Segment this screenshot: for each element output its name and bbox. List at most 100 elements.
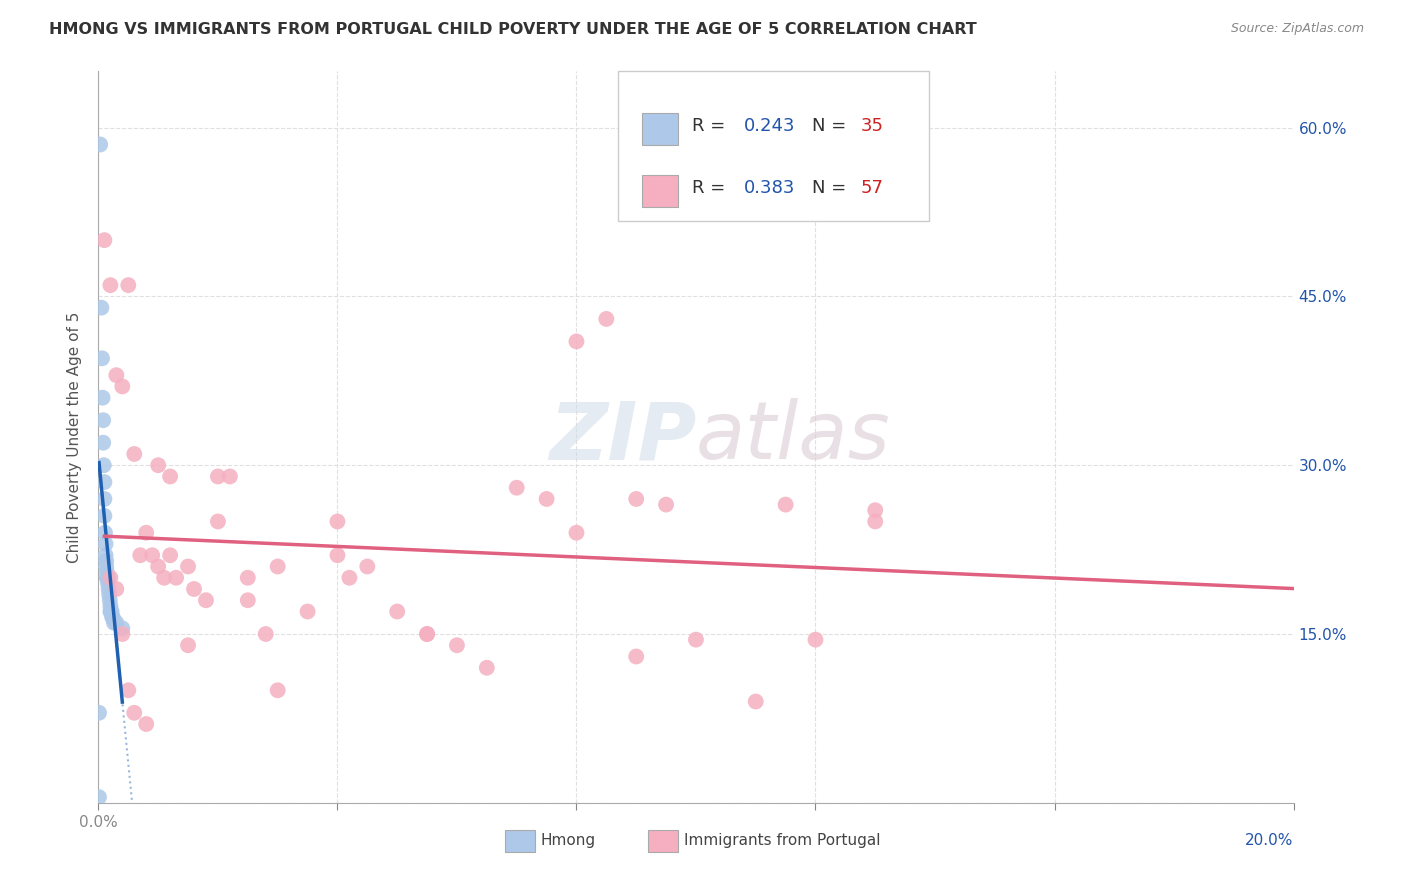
Point	[103, 615, 125, 630]
Point	[87, 706, 110, 720]
Point	[101, 610, 124, 624]
Point	[685, 632, 707, 647]
Text: R =: R =	[692, 117, 731, 136]
Point	[775, 498, 797, 512]
Point	[148, 458, 170, 473]
Y-axis label: Child Poverty Under the Age of 5: Child Poverty Under the Age of 5	[67, 311, 83, 563]
Point	[236, 593, 259, 607]
Point	[100, 605, 122, 619]
Point	[94, 525, 117, 540]
Point	[254, 627, 277, 641]
Point	[595, 312, 617, 326]
Point	[90, 301, 112, 315]
Text: Immigrants from Portugal: Immigrants from Portugal	[685, 833, 880, 848]
Point	[111, 379, 134, 393]
Point	[93, 458, 115, 473]
FancyBboxPatch shape	[643, 175, 678, 207]
Point	[207, 469, 229, 483]
Point	[87, 790, 110, 805]
Point	[96, 571, 118, 585]
Point	[153, 571, 176, 585]
Text: 0.383: 0.383	[744, 179, 796, 197]
Point	[93, 475, 115, 489]
FancyBboxPatch shape	[619, 71, 929, 221]
Point	[565, 334, 588, 349]
Point	[195, 593, 218, 607]
Text: Source: ZipAtlas.com: Source: ZipAtlas.com	[1230, 22, 1364, 36]
Point	[219, 469, 242, 483]
Text: N =: N =	[811, 179, 852, 197]
Point	[326, 515, 349, 529]
Point	[475, 661, 498, 675]
Point	[101, 610, 124, 624]
Point	[655, 498, 678, 512]
Point	[105, 615, 128, 630]
Point	[93, 508, 115, 523]
Point	[177, 638, 200, 652]
Point	[96, 554, 118, 568]
Point	[117, 683, 139, 698]
Point	[105, 368, 128, 383]
FancyBboxPatch shape	[643, 113, 678, 145]
Point	[98, 588, 121, 602]
FancyBboxPatch shape	[648, 830, 678, 852]
Text: atlas: atlas	[696, 398, 891, 476]
Point	[159, 469, 181, 483]
Text: N =: N =	[811, 117, 852, 136]
Text: 57: 57	[860, 179, 884, 197]
Point	[745, 694, 768, 708]
Point	[536, 491, 558, 506]
Point	[565, 525, 588, 540]
Point	[339, 571, 361, 585]
Point	[98, 593, 121, 607]
Point	[96, 559, 118, 574]
Point	[165, 571, 187, 585]
Point	[89, 137, 111, 152]
Point	[94, 537, 117, 551]
Point	[159, 548, 181, 562]
Text: 0.243: 0.243	[744, 117, 796, 136]
Text: 20.0%: 20.0%	[1246, 833, 1294, 848]
Point	[91, 351, 114, 366]
Point	[297, 605, 319, 619]
Point	[135, 525, 157, 540]
Point	[177, 559, 200, 574]
Point	[148, 559, 170, 574]
Point	[98, 571, 122, 585]
Point	[183, 582, 205, 596]
Point	[97, 582, 120, 596]
Text: HMONG VS IMMIGRANTS FROM PORTUGAL CHILD POVERTY UNDER THE AGE OF 5 CORRELATION C: HMONG VS IMMIGRANTS FROM PORTUGAL CHILD …	[49, 22, 977, 37]
Point	[124, 706, 146, 720]
Point	[111, 627, 134, 641]
Point	[98, 599, 122, 613]
FancyBboxPatch shape	[505, 830, 534, 852]
Point	[804, 632, 827, 647]
Point	[326, 548, 349, 562]
Point	[97, 571, 120, 585]
Point	[91, 435, 114, 450]
Point	[91, 391, 114, 405]
Point	[96, 571, 118, 585]
Point	[141, 548, 163, 562]
Point	[626, 649, 648, 664]
Point	[93, 233, 115, 247]
Point	[97, 576, 120, 591]
Point	[506, 481, 529, 495]
Text: 35: 35	[860, 117, 884, 136]
Point	[91, 413, 114, 427]
Point	[94, 548, 117, 562]
Point	[135, 717, 157, 731]
Point	[385, 605, 409, 619]
Point	[100, 605, 122, 619]
Point	[416, 627, 439, 641]
Point	[93, 491, 115, 506]
Point	[236, 571, 259, 585]
Point	[96, 571, 118, 585]
Point	[105, 582, 128, 596]
Text: R =: R =	[692, 179, 731, 197]
Point	[117, 278, 139, 293]
Point	[267, 559, 290, 574]
Point	[416, 627, 439, 641]
Text: Hmong: Hmong	[541, 833, 596, 848]
Point	[446, 638, 468, 652]
